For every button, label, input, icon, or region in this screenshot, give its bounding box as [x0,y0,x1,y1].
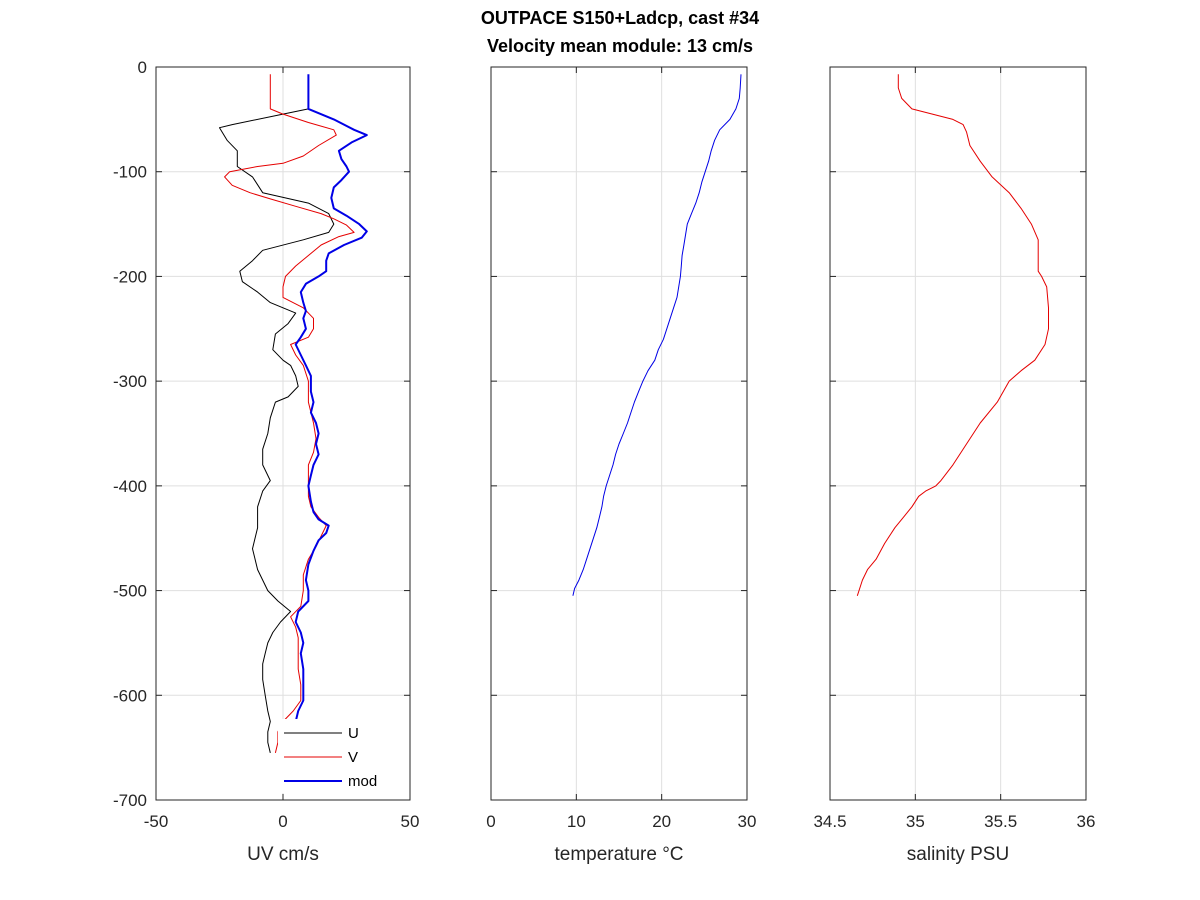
chart-title-line1: OUTPACE S150+Ladcp, cast #34 [481,8,759,28]
chart-title-line2: Velocity mean module: 13 cm/s [487,36,753,56]
salinity-xtick-label: 36 [1077,812,1096,831]
velocity-series-u [219,108,335,754]
velocity-ytick-label: 0 [138,58,147,77]
temperature-plot-area [491,67,747,800]
velocity-ytick-label: -400 [113,477,147,496]
temperature-xtick-label: 10 [567,812,586,831]
velocity-xaxis-label: UV cm/s [247,844,319,865]
legend-label-v: V [348,749,358,766]
legend-label-mod: mod [348,773,377,790]
salinity-series-line [856,74,1049,596]
salinity-xaxis-label: salinity PSU [907,844,1009,865]
salinity-panel: 34.5 35 35.5 36 salinity PSU [813,66,1096,865]
salinity-xtick-label: 35.5 [984,812,1017,831]
temperature-series-line [572,74,742,596]
velocity-ytick-label: -100 [113,163,147,182]
legend-label-u: U [348,725,359,742]
temperature-xtick-label: 30 [738,812,757,831]
salinity-xtick-label: 34.5 [813,812,846,831]
velocity-ytick-label: -500 [113,582,147,601]
salinity-plot-area [830,67,1086,800]
velocity-xtick-label: 0 [278,812,287,831]
temperature-axes-box [490,66,748,801]
velocity-ytick-label: -600 [113,686,147,705]
temperature-xaxis-label: temperature °C [554,844,683,865]
salinity-axes-box [829,66,1087,801]
velocity-xtick-label: -50 [144,812,169,831]
temperature-panel: 0 10 20 30 temperature °C [486,66,757,865]
temperature-xtick-label: 20 [652,812,671,831]
velocity-ytick-label: -700 [113,791,147,810]
salinity-xtick-label: 35 [906,812,925,831]
temperature-xtick-label: 0 [486,812,495,831]
velocity-xtick-label: 50 [401,812,420,831]
velocity-ytick-label: -300 [113,372,147,391]
velocity-series-mod [294,74,368,754]
velocity-series-v [224,74,355,754]
velocity-ytick-label: -200 [113,267,147,286]
